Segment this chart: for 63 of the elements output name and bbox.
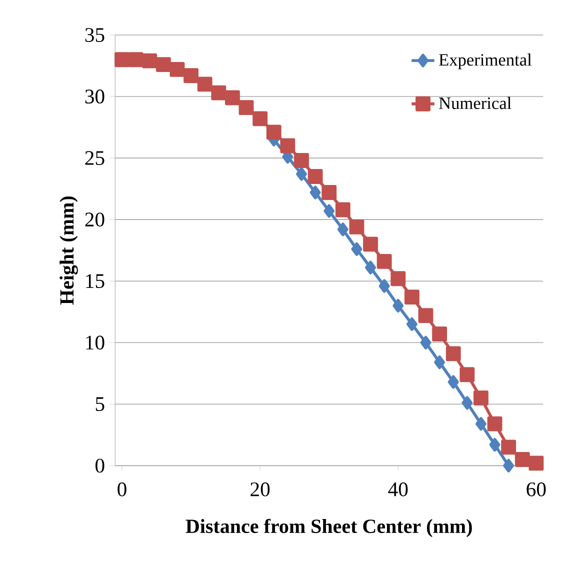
point xyxy=(349,219,364,234)
y-tick-label: 15 xyxy=(86,274,104,288)
point xyxy=(142,53,158,68)
point xyxy=(434,356,446,370)
y-tick-label: 25 xyxy=(85,151,104,165)
point xyxy=(475,417,486,431)
point xyxy=(351,242,362,256)
point xyxy=(266,124,282,140)
point xyxy=(252,111,268,126)
point xyxy=(446,346,461,362)
point xyxy=(224,90,240,106)
legend-label: Experimental xyxy=(439,54,532,70)
point xyxy=(418,308,434,324)
point xyxy=(335,202,350,218)
point xyxy=(296,167,307,181)
point xyxy=(487,416,502,432)
point xyxy=(460,367,475,382)
point xyxy=(238,100,254,116)
y-tick-label: 0 xyxy=(96,458,104,473)
point xyxy=(294,153,309,168)
point xyxy=(528,456,544,471)
point xyxy=(365,260,376,274)
point xyxy=(404,290,420,305)
point xyxy=(156,57,171,72)
point xyxy=(363,236,378,252)
point xyxy=(197,76,212,92)
point xyxy=(184,68,199,84)
point xyxy=(128,52,144,68)
point xyxy=(114,52,130,68)
point xyxy=(280,138,296,154)
y-tick-label: 10 xyxy=(86,336,104,350)
point xyxy=(310,186,321,200)
point xyxy=(337,222,348,236)
y-tick-label: 35 xyxy=(85,28,104,42)
point xyxy=(392,298,404,313)
y-tick-label: 20 xyxy=(85,212,104,227)
point xyxy=(503,458,514,472)
y-axis-title: Height (mm) xyxy=(60,196,78,305)
point xyxy=(211,85,226,100)
point xyxy=(489,438,500,452)
point xyxy=(390,271,406,286)
x-tick-label: 0 xyxy=(118,482,126,496)
point xyxy=(406,317,418,331)
point xyxy=(432,326,448,342)
point xyxy=(473,390,488,406)
point xyxy=(378,279,390,293)
point xyxy=(322,185,337,200)
y-tick-label: 30 xyxy=(85,90,104,104)
x-axis-title: Distance from Sheet Center (mm) xyxy=(186,518,472,538)
point xyxy=(448,375,459,389)
x-tick-label: 20 xyxy=(250,482,270,496)
point xyxy=(170,62,185,77)
point xyxy=(514,452,530,467)
point xyxy=(376,254,392,269)
x-tick-label: 60 xyxy=(526,482,546,496)
point xyxy=(462,396,473,410)
legend-label: Numerical xyxy=(439,96,512,110)
point xyxy=(324,204,335,218)
point xyxy=(420,336,432,350)
x-tick-label: 40 xyxy=(388,482,408,496)
point xyxy=(308,169,323,184)
y-tick-label: 5 xyxy=(96,397,104,412)
point xyxy=(501,440,516,455)
